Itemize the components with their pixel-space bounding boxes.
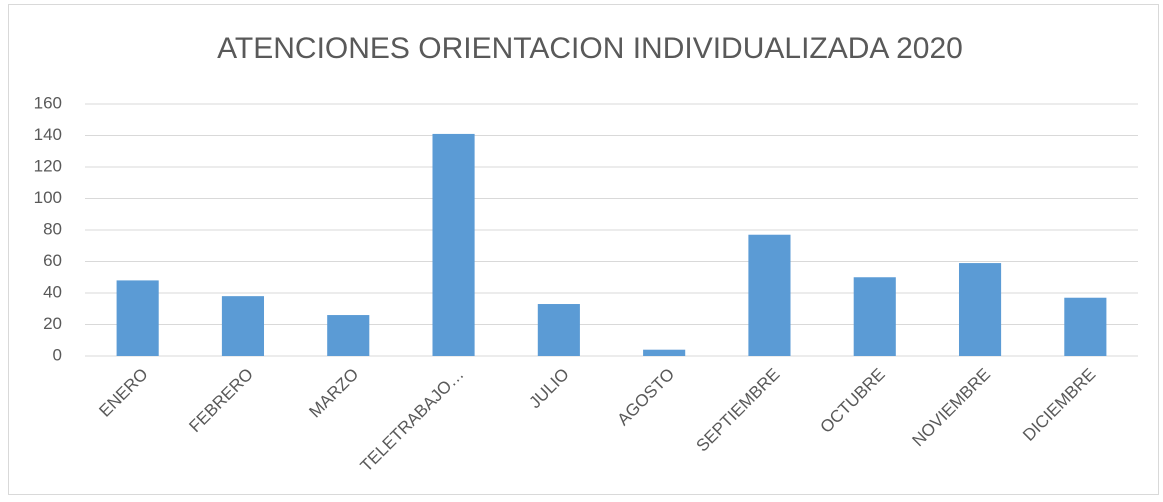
- y-tick-label: 80: [43, 219, 62, 238]
- chart-border: [8, 4, 1159, 495]
- y-tick-label: 100: [34, 188, 62, 207]
- bar: [643, 349, 686, 356]
- y-tick-label: 40: [43, 282, 62, 301]
- bar: [748, 234, 791, 356]
- bar: [853, 277, 896, 356]
- bar: [327, 315, 370, 356]
- y-tick-label: 120: [34, 156, 62, 175]
- bar: [537, 304, 580, 356]
- y-tick-label: 0: [53, 345, 62, 364]
- bar: [221, 296, 265, 356]
- bar: [958, 263, 1002, 356]
- y-tick-label: 160: [34, 93, 62, 112]
- y-tick-label: 60: [43, 251, 62, 270]
- bar: [116, 280, 159, 356]
- y-tick-label: 140: [34, 125, 62, 144]
- bar: [432, 133, 475, 356]
- chart-title: ATENCIONES ORIENTACION INDIVIDUALIZADA 2…: [217, 32, 963, 65]
- bar: [1064, 297, 1107, 356]
- y-tick-label: 20: [43, 314, 62, 333]
